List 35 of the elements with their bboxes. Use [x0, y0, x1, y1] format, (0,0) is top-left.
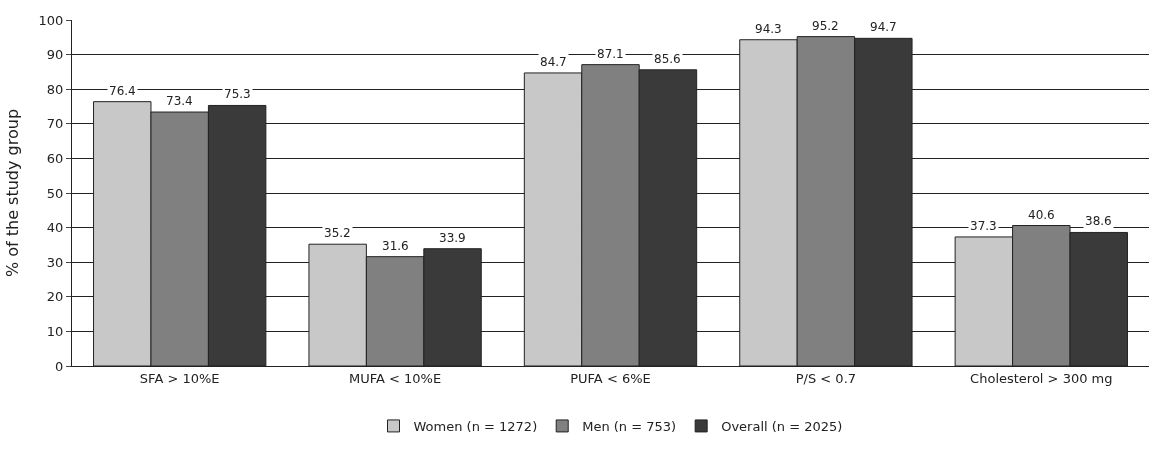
x-tick-label: Cholesterol > 300 mg [970, 370, 1113, 386]
y-tick-label: 50 [46, 185, 64, 201]
data-label: 31.6 [382, 239, 409, 253]
x-tick-label: SFA > 10%E [139, 370, 220, 386]
y-axis-title: % of the study group [3, 108, 23, 278]
y-tick-label: 70 [46, 116, 64, 132]
y-tick-label: 80 [46, 81, 64, 97]
y-tick-label: 20 [46, 289, 64, 305]
data-label: 35.2 [324, 226, 351, 240]
data-label: 76.4 [109, 84, 136, 98]
y-tick-label: 100 [38, 12, 64, 28]
data-label: 94.7 [870, 20, 897, 34]
x-tick-label: MUFA < 10%E [349, 370, 442, 386]
data-label: 87.1 [597, 47, 624, 61]
data-label: 37.3 [970, 219, 997, 233]
data-label: 85.6 [654, 52, 681, 66]
data-label: 75.3 [224, 87, 251, 101]
y-tick-label: 0 [55, 358, 64, 374]
x-tick-label: PUFA < 6%E [570, 370, 651, 386]
data-label: 38.6 [1085, 214, 1112, 228]
legend-label: Men (n = 753) [582, 419, 677, 434]
x-tick-label: P/S < 0.7 [795, 370, 857, 386]
legend-label: Overall (n = 2025) [721, 419, 843, 434]
legend-label: Women (n = 1272) [413, 419, 538, 434]
y-tick-label: 40 [46, 220, 64, 236]
data-label: 73.4 [166, 94, 193, 108]
data-label: 40.6 [1028, 208, 1055, 222]
data-label: 95.2 [812, 19, 839, 33]
y-tick-label: 90 [46, 47, 64, 63]
y-tick-label: 60 [46, 150, 64, 166]
data-label: 84.7 [540, 55, 567, 69]
y-tick-label: 10 [46, 323, 64, 339]
data-label: 94.3 [755, 22, 782, 36]
y-tick-label: 30 [46, 254, 64, 270]
data-label: 33.9 [439, 231, 466, 245]
